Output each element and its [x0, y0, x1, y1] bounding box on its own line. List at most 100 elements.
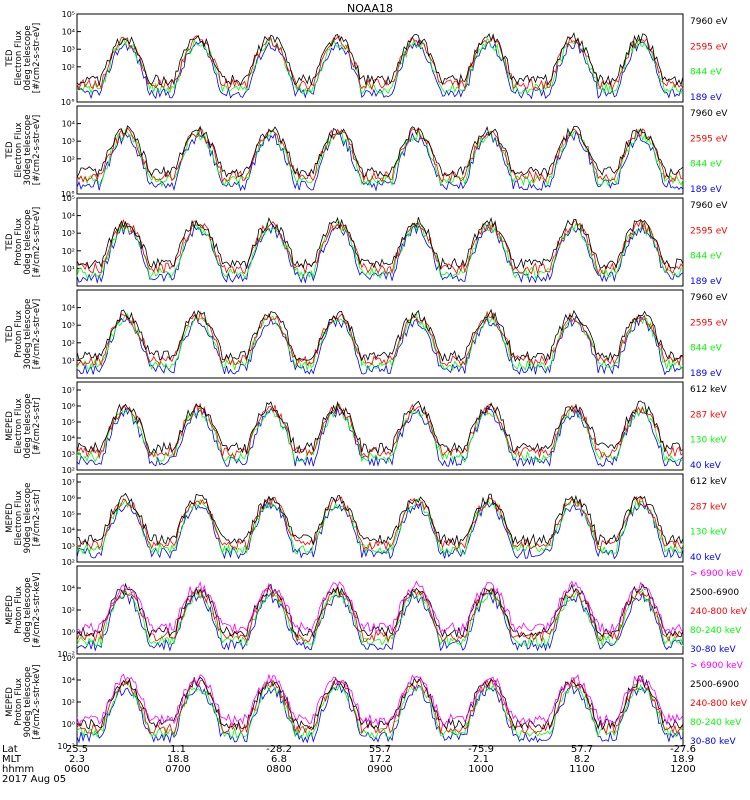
- panel-4: 10¹ 10² 10³ 10⁴ TED Proton Flux 30deg telescop…: [5, 289, 728, 379]
- y-axis-label-line: Proton Flux: [14, 310, 24, 358]
- series-trace: [76, 405, 684, 463]
- y-axis-label-line: [#/cm2-s-str-eV]: [32, 207, 42, 277]
- legend-entry: 844 eV: [690, 252, 723, 262]
- y-tick-label: 10²: [62, 606, 75, 615]
- series-trace: [76, 36, 684, 95]
- series-trace: [76, 130, 684, 192]
- y-tick-label: 10⁴: [62, 120, 75, 129]
- y-tick-label: 10³: [62, 450, 75, 459]
- legend-entry: 2595 eV: [690, 134, 728, 144]
- series-trace: [76, 310, 684, 367]
- y-axis-label-line: 0deg telescope: [23, 577, 33, 642]
- legend-entry: 240-800 keV: [690, 699, 748, 709]
- legend-entry: 612 keV: [690, 385, 727, 395]
- y-axis-label-line: Proton Flux: [14, 586, 24, 634]
- y-tick-label: 10⁵: [62, 10, 75, 19]
- y-tick-label: 10⁵: [62, 510, 75, 519]
- panel-2: 10° 10² 10³ 10⁴ TED Electron Flux 30deg telesc…: [5, 105, 728, 199]
- legend-entry: > 6900 keV: [690, 661, 744, 671]
- legend-entry: 189 eV: [690, 93, 723, 103]
- panel-frame: [76, 105, 684, 195]
- x-tick-label: 18.8: [167, 754, 189, 765]
- legend-entry: 80-240 keV: [690, 718, 742, 728]
- legend-entry: 130 keV: [690, 436, 727, 446]
- y-axis-label-line: [#/cm2-s-str]: [32, 490, 42, 547]
- legend-entry: 40 keV: [690, 461, 722, 471]
- legend-entry: 844 eV: [690, 344, 723, 354]
- y-axis-label-line: TED: [5, 325, 15, 344]
- y-tick-label: 10⁶: [62, 494, 75, 503]
- x-tick-label: -75.9: [468, 744, 494, 755]
- y-tick-label: 10¹: [62, 356, 75, 365]
- series-trace: [76, 126, 684, 184]
- series-trace: [76, 403, 684, 460]
- x-tick-label: 18.9: [672, 754, 694, 765]
- panel-3: 10¹ 10² 10³ 10⁴ 10⁵ TED Proton Flux 0deg telesc…: [5, 194, 728, 287]
- panel-5: 10² 10³ 10⁴ 10⁵ 10⁶ 10⁷ MEPED Electron Flux 0deg…: [5, 381, 727, 475]
- series-trace: [76, 32, 684, 87]
- legend-entry: 40 keV: [690, 553, 722, 563]
- legend-entry: 2595 eV: [690, 318, 728, 328]
- y-tick-label: 10¹: [62, 264, 75, 273]
- panel-1: 10° 10² 10³ 10⁴ 10⁵ TED Electron Flux 0deg tele…: [5, 10, 728, 107]
- y-axis-label-line: MEPED: [5, 503, 15, 533]
- chart-title: NOAA18: [347, 2, 393, 15]
- series-trace: [76, 586, 684, 643]
- y-axis-label-line: TED: [5, 141, 15, 160]
- y-axis-label-line: 30deg telescope: [23, 299, 33, 370]
- panel-frame: [76, 565, 684, 655]
- series-trace: [76, 218, 684, 275]
- legend-entry: 7960 eV: [690, 17, 728, 27]
- y-axis-label-line: [#/cm2-s-str]: [32, 398, 42, 455]
- y-axis-label-line: MEPED: [5, 687, 15, 717]
- y-axis-label-line: 90deg telescope: [23, 483, 33, 554]
- legend-entry: 612 keV: [690, 477, 727, 487]
- y-tick-label: 10⁰: [62, 628, 75, 637]
- x-tick-label: 57.7: [571, 744, 593, 755]
- panel-frame: [76, 381, 684, 471]
- y-tick-label: 10⁴: [62, 584, 75, 593]
- series-trace: [76, 495, 684, 551]
- panel-7: 10⁻² 10⁰ 10² 10⁴ MEPED Proton Flux 0deg telesc…: [5, 565, 748, 659]
- y-axis-label-line: [#/cm2-s-str-eV]: [32, 23, 42, 93]
- y-axis-label: TED Proton Flux 30deg telescope [#/cm2-s-st…: [5, 299, 42, 370]
- legend-entry: 7960 eV: [690, 201, 728, 211]
- series-trace: [77, 580, 684, 634]
- y-tick-label: 10²: [62, 155, 75, 164]
- panel-frame: [76, 289, 684, 379]
- y-tick-label: 10³: [62, 542, 75, 551]
- y-axis-label-line: 0deg telescope: [23, 209, 33, 274]
- y-tick-label: 10³: [62, 45, 75, 54]
- series-trace: [76, 683, 684, 744]
- series-trace: [76, 216, 684, 270]
- legend-entry: 287 keV: [690, 502, 727, 512]
- legend-entry: 30-80 keV: [690, 737, 736, 747]
- y-tick-label: 10²: [62, 247, 75, 256]
- x-tick-label: 0900: [367, 764, 392, 775]
- y-tick-label: 10²: [62, 63, 75, 72]
- y-tick-label: 10⁴: [62, 28, 75, 37]
- x-tick-label: 1000: [468, 764, 493, 775]
- y-tick-label: 10⁶: [62, 402, 75, 411]
- series-trace: [76, 492, 684, 547]
- series-trace: [76, 313, 684, 372]
- y-tick-label: 10²: [62, 558, 75, 567]
- legend-entry: 130 keV: [690, 528, 727, 538]
- legend-entry: 189 eV: [690, 277, 723, 287]
- x-tick-label: 2.1: [473, 754, 489, 765]
- x-tick-label: 55.7: [369, 744, 391, 755]
- y-axis-label-line: Electron Flux: [14, 398, 24, 453]
- y-axis-label-line: TED: [5, 233, 15, 252]
- y-axis-label: MEPED Electron Flux 90deg telescope [#/cm2-…: [5, 483, 42, 554]
- y-axis-label: MEPED Proton Flux 90deg telescope [#/cm2-s-…: [5, 665, 42, 740]
- y-tick-label: 10⁴: [62, 526, 75, 535]
- x-row-label-lat: Lat: [2, 744, 18, 755]
- y-axis-label-line: 90deg telescope: [23, 667, 33, 738]
- y-axis-label: TED Electron Flux 30deg telescope [#/cm2-s-…: [5, 115, 42, 186]
- y-tick-label: 10⁷: [62, 478, 75, 487]
- y-axis-label-line: 0deg telescope: [23, 25, 33, 90]
- x-tick-label: 1.1: [170, 744, 186, 755]
- y-axis-label-line: Electron Flux: [14, 122, 24, 177]
- legend-entry: 2500-6900: [690, 588, 739, 598]
